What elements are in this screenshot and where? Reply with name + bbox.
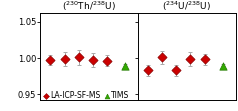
Point — [77, 56, 80, 58]
Point — [174, 69, 178, 71]
Point — [160, 56, 164, 58]
Point — [221, 65, 225, 67]
Point — [188, 58, 192, 60]
Point — [49, 59, 52, 61]
Point — [146, 69, 150, 71]
Title: ($^{234}$U/$^{238}$U): ($^{234}$U/$^{238}$U) — [162, 0, 211, 13]
Point — [63, 58, 66, 60]
Point — [203, 59, 206, 60]
Point — [124, 65, 127, 67]
Point — [105, 60, 109, 61]
Point — [91, 59, 95, 61]
Legend: LA-ICP-SF-MS, TIMS: LA-ICP-SF-MS, TIMS — [43, 91, 129, 100]
Title: ($^{230}$Th/$^{238}$U): ($^{230}$Th/$^{238}$U) — [62, 0, 116, 13]
